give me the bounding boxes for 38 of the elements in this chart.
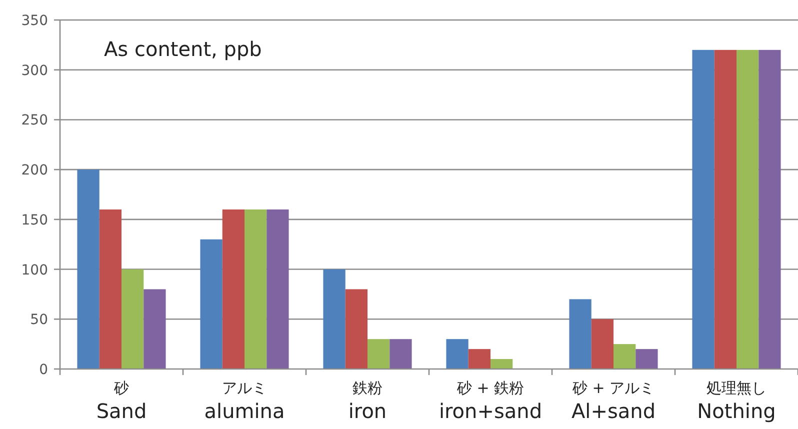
- y-tick-label: 150: [21, 212, 48, 228]
- y-tick-label: 0: [39, 362, 48, 378]
- bar: [244, 209, 267, 369]
- x-tick-label: 鉄粉 iron: [348, 379, 387, 423]
- bar: [490, 359, 513, 369]
- bar: [636, 349, 658, 369]
- bar: [144, 289, 166, 369]
- bar: [99, 209, 122, 369]
- bar: [614, 344, 636, 369]
- bar: [266, 209, 289, 369]
- bar: [736, 50, 759, 369]
- bar: [222, 209, 244, 369]
- bar: [323, 269, 346, 369]
- bar: [77, 170, 100, 369]
- x-tick-label: アルミ alumina: [204, 379, 285, 423]
- bar: [758, 50, 781, 369]
- x-tick-label: 処理無し Nothing: [697, 379, 776, 423]
- y-tick-label: 100: [21, 262, 48, 278]
- text: As content, ppb: [104, 37, 262, 61]
- y-tick-label: 300: [21, 62, 48, 79]
- x-tick-label: 砂 + アルミ Al+sand: [571, 379, 656, 423]
- bar: [200, 239, 222, 369]
- bar: [345, 289, 368, 369]
- bar: [591, 319, 614, 369]
- bar: [569, 299, 592, 369]
- bar: [122, 269, 144, 369]
- y-tick-label: 350: [21, 13, 48, 29]
- y-tick-label: 200: [21, 162, 48, 179]
- bar: [446, 339, 468, 369]
- bar: [714, 50, 736, 369]
- x-tick-label: 砂 + 鉄粉 iron+sand: [438, 379, 542, 423]
- y-tick-label: 250: [21, 112, 48, 129]
- bar: [390, 339, 412, 369]
- bar: [368, 339, 390, 369]
- bar: [468, 349, 490, 369]
- x-tick-label: 砂 Sand: [96, 379, 147, 423]
- y-tick-label: 50: [30, 312, 48, 328]
- bar: [692, 50, 714, 369]
